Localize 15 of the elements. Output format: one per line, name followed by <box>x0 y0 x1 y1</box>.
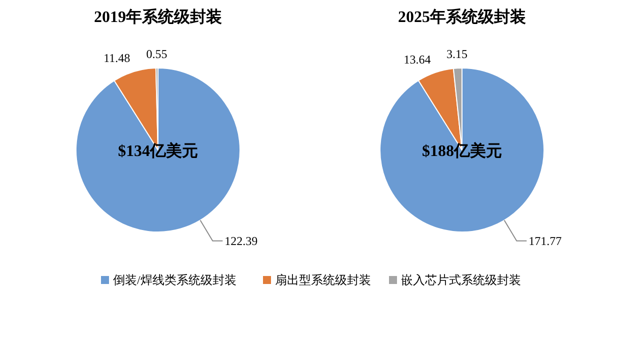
pie-slice <box>380 68 544 232</box>
data-label: 0.55 <box>146 47 168 62</box>
data-label: 11.48 <box>104 51 130 66</box>
legend-label: 嵌入芯片式系统级封装 <box>401 273 521 287</box>
chart-title: 2025年系统级封装 <box>398 8 526 26</box>
legend-label: 扇出型系统级封装 <box>275 273 371 287</box>
data-label: 13.64 <box>404 52 431 66</box>
text: $188亿美元 <box>422 141 502 160</box>
text: $134亿美元 <box>118 141 198 160</box>
data-label: 3.15 <box>446 47 468 62</box>
pie-slice <box>76 68 240 232</box>
data-label: 171.77 <box>528 234 562 248</box>
data-label: 122.39 <box>224 234 258 248</box>
chart-title: 2019年系统级封装 <box>94 8 222 26</box>
legend-label: 倒装/焊线类系统级封装 <box>113 273 236 287</box>
